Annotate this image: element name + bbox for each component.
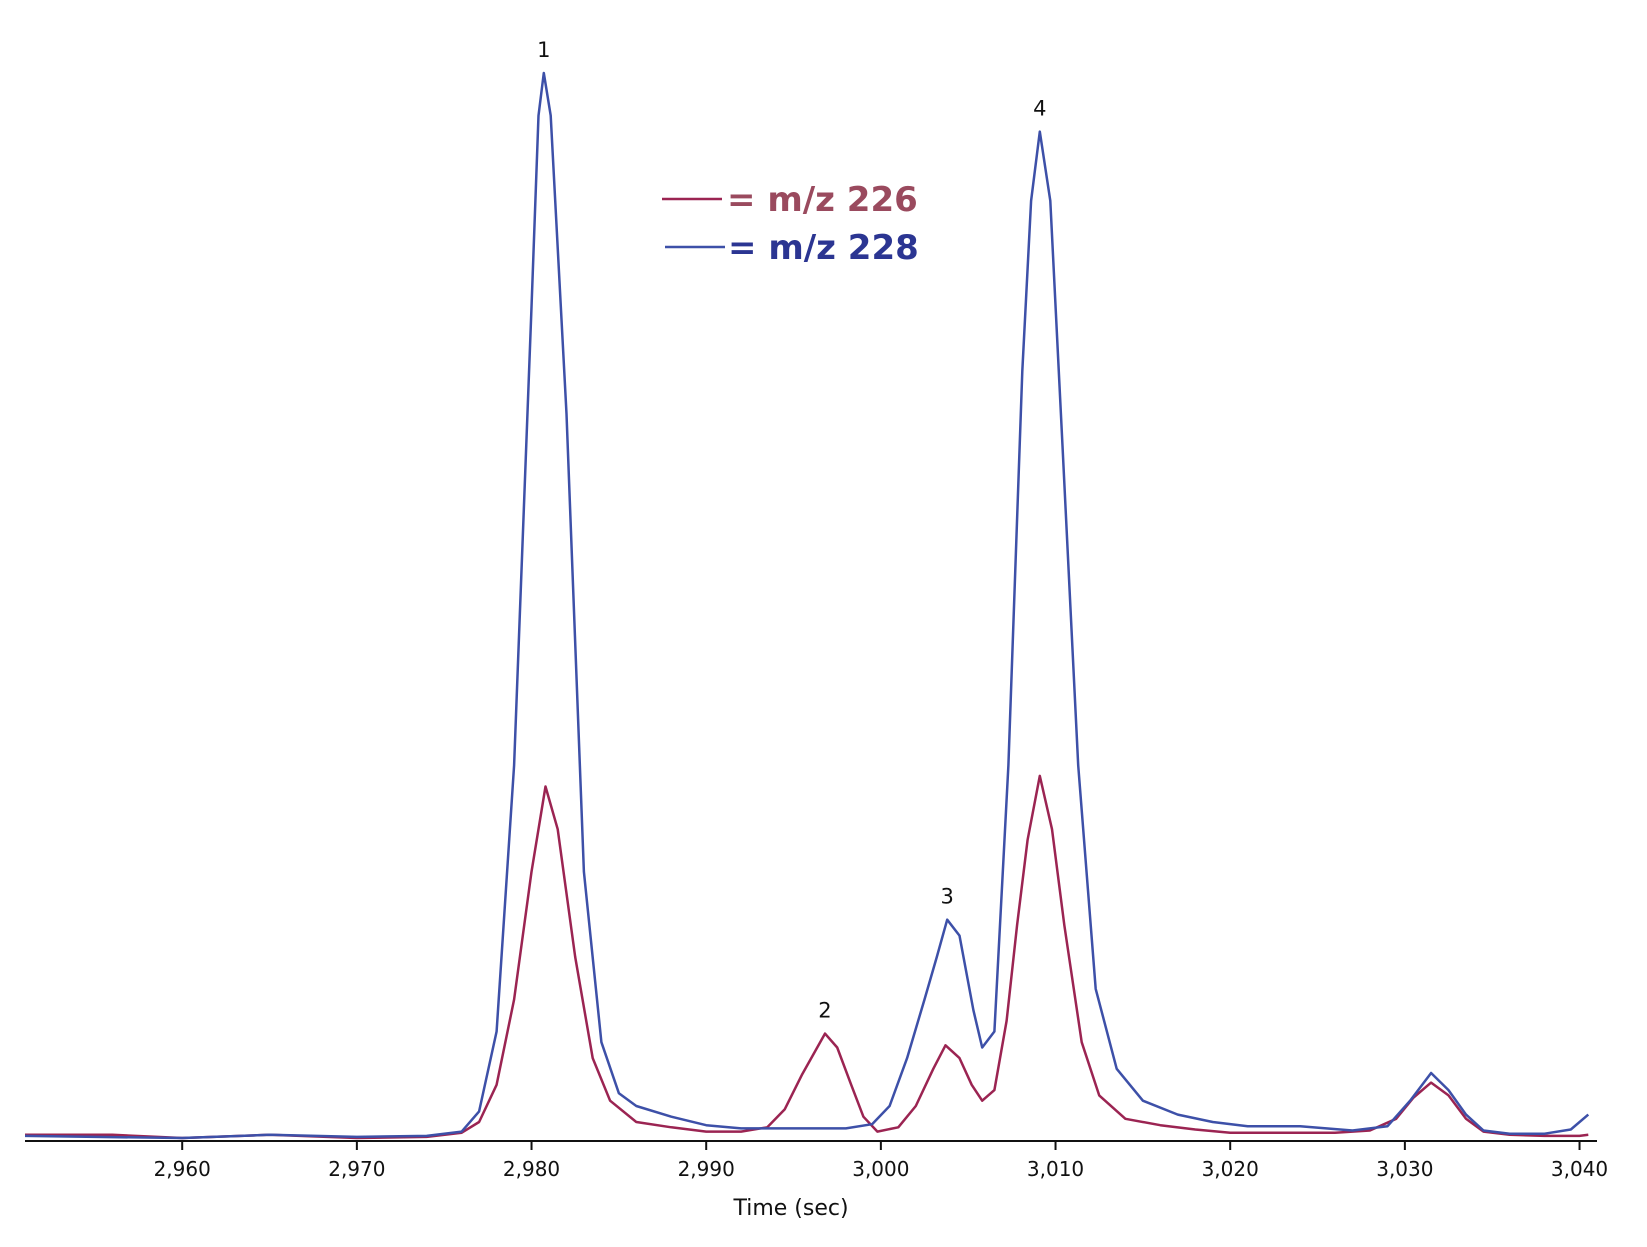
- legend-label-mz226: = m/z 226: [727, 180, 918, 220]
- peak-label-3: 3: [941, 885, 954, 909]
- x-tick-label: 2,990: [678, 1157, 735, 1181]
- x-axis-title: Time (sec): [732, 1196, 848, 1221]
- legend: = m/z 226 = m/z 228: [662, 180, 919, 268]
- x-tick-label: 3,030: [1376, 1157, 1433, 1181]
- x-tick-label: 3,040: [1551, 1157, 1608, 1181]
- plot-lines: [24, 71, 1590, 1140]
- series-line-m-z-226: [25, 774, 1589, 1140]
- peak-label-4: 4: [1033, 97, 1046, 121]
- x-axis-ticks: 2,960 2,970 2,980 2,990 3,000 3,010 3,020 3,030…: [154, 1141, 1608, 1181]
- peak-label-1: 1: [537, 38, 550, 62]
- legend-label-mz228: = m/z 228: [728, 228, 919, 268]
- x-tick-label: 3,010: [1027, 1157, 1084, 1181]
- peak-label-2: 2: [818, 999, 831, 1023]
- x-tick-label: 2,960: [154, 1157, 211, 1181]
- x-tick-label: 2,970: [328, 1157, 385, 1181]
- x-tick-label: 3,020: [1202, 1157, 1259, 1181]
- x-tick-label: 2,980: [503, 1157, 560, 1181]
- x-tick-label: 3,000: [852, 1157, 909, 1181]
- peak-annotations: 1 2 3 4: [537, 38, 1046, 1023]
- series-line-m-z-228: [24, 71, 1590, 1140]
